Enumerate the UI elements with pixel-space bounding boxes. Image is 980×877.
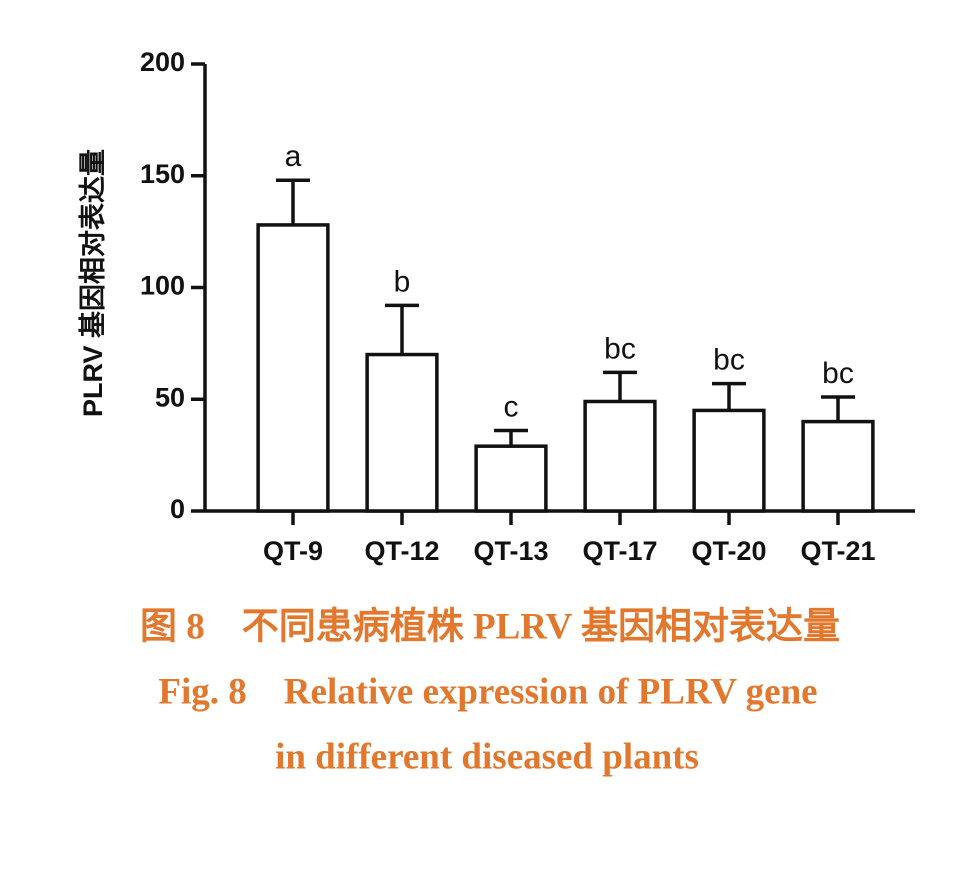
significance-label: c (504, 390, 519, 423)
bar (692, 408, 766, 513)
y-tick-label: 100 (140, 271, 185, 301)
caption-line: Fig. 8 Relative expression of PLRV gene (158, 671, 817, 712)
significance-label: b (394, 265, 411, 298)
significance-label: bc (604, 332, 636, 365)
x-tick-label: QT-13 (473, 536, 548, 566)
x-tick-label: QT-20 (691, 536, 766, 566)
x-tick-label: QT-17 (582, 536, 657, 566)
x-tick-label: QT-12 (364, 536, 439, 566)
y-tick-label: 200 (140, 47, 185, 77)
bar (583, 399, 657, 513)
significance-label: bc (713, 344, 745, 377)
x-tick-label: QT-9 (263, 536, 323, 566)
y-tick-label: 150 (140, 159, 185, 189)
bar (256, 223, 330, 513)
y-axis-label: PLRV 基因相对表达量 (78, 149, 108, 417)
significance-label: a (285, 140, 302, 173)
caption-line: in different diseased plants (275, 736, 699, 777)
caption-line: 图 8 不同患病植株 PLRV 基因相对表达量 (140, 605, 840, 647)
significance-label: bc (822, 357, 854, 390)
bar (365, 352, 439, 513)
bar (801, 419, 875, 513)
y-tick-label: 0 (170, 494, 185, 524)
y-tick-label: 50 (155, 382, 185, 412)
bar (474, 444, 548, 513)
x-tick-label: QT-21 (800, 536, 875, 566)
